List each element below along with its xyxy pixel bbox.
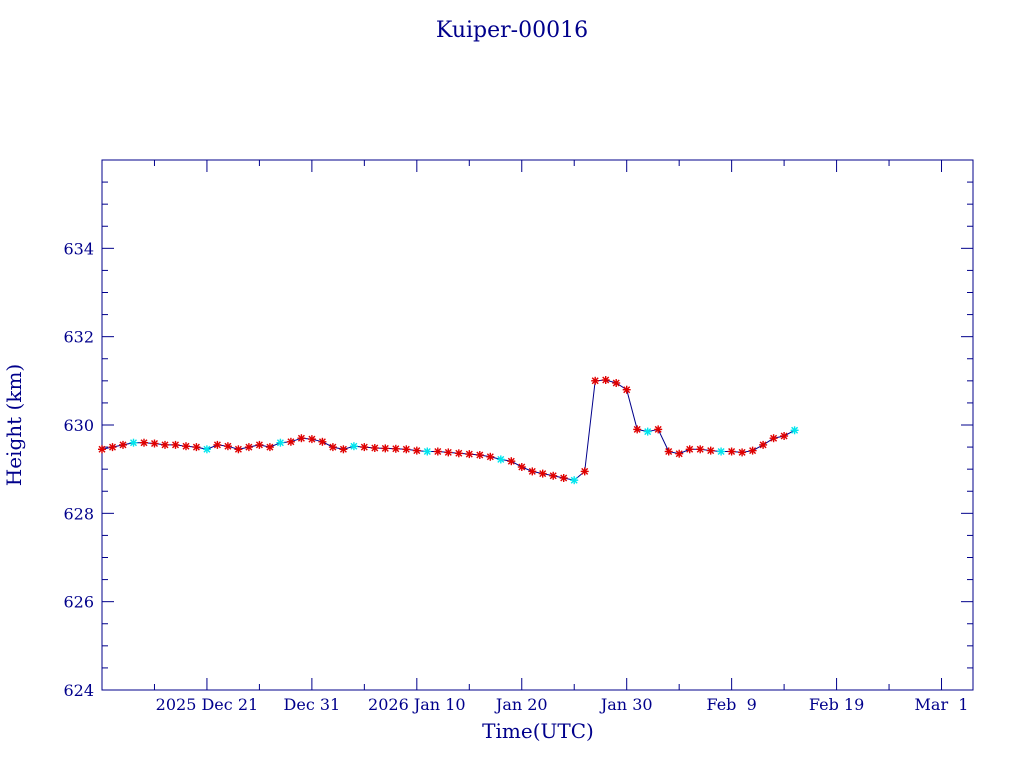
data-point: [706, 446, 715, 455]
data-point: [717, 447, 726, 456]
data-point: [412, 446, 421, 455]
data-point: [318, 437, 327, 446]
plot-frame: [101, 159, 974, 691]
data-point: [307, 435, 316, 444]
data-point: [654, 425, 663, 434]
data-point: [192, 443, 201, 452]
data-point: [664, 447, 673, 456]
data-point: [328, 443, 337, 452]
data-point: [98, 445, 106, 454]
y-tick-label: 626: [63, 593, 94, 612]
x-axis: 2025 Dec 21 Dec 31 2026 Jan 10 Jan 20 Jan 30…: [101, 160, 969, 714]
y-tick-label: 632: [63, 328, 94, 347]
data-point: [286, 437, 295, 446]
y-tick-label: 634: [63, 239, 94, 258]
x-tick-label: 2026 Jan 10: [368, 695, 466, 714]
data-point: [486, 452, 495, 461]
data-point: [213, 440, 222, 449]
data-point: [748, 446, 757, 455]
data-point: [433, 447, 442, 456]
data-point: [759, 440, 768, 449]
data-point: [234, 445, 243, 454]
data-series: [98, 376, 799, 485]
data-point: [454, 449, 463, 458]
data-point: [244, 443, 253, 452]
data-point: [612, 379, 621, 387]
data-point: [570, 476, 579, 485]
data-point: [255, 440, 264, 449]
data-point: [150, 439, 159, 448]
data-point: [381, 444, 390, 453]
x-tick-label: Jan 30: [599, 695, 653, 714]
data-point: [465, 450, 474, 459]
y-tick-label: 630: [63, 416, 94, 435]
data-point: [370, 444, 379, 452]
data-point: [161, 440, 169, 449]
y-tick-label: 624: [63, 681, 94, 700]
data-point: [108, 443, 117, 452]
x-tick-label: Feb 19: [809, 695, 864, 714]
data-point: [538, 469, 547, 478]
data-point: [223, 442, 232, 451]
x-tick-label: Feb 9: [706, 695, 756, 714]
data-point: [580, 467, 589, 476]
data-point: [769, 434, 778, 443]
data-point: [517, 463, 526, 471]
data-point: [622, 385, 631, 394]
data-point: [202, 445, 211, 454]
data-point: [591, 376, 600, 385]
x-tick-label: Mar 1: [915, 695, 969, 714]
data-point: [391, 444, 400, 453]
data-point: [297, 434, 306, 443]
data-point: [601, 376, 610, 384]
data-point: [549, 471, 558, 480]
data-point: [780, 432, 789, 440]
data-point: [339, 445, 348, 454]
data-point: [496, 455, 505, 464]
x-axis-label: Time(UTC): [482, 719, 594, 743]
y-axis-label: Height (km): [2, 364, 26, 486]
data-point: [119, 440, 127, 449]
data-point: [349, 442, 358, 451]
data-point: [129, 438, 138, 447]
data-point: [790, 426, 799, 435]
data-point: [696, 445, 705, 454]
data-point: [444, 448, 453, 457]
x-tick-label: 2025 Dec 21: [156, 695, 259, 714]
data-point: [507, 457, 516, 466]
data-point: [140, 438, 148, 447]
x-tick-label: Jan 20: [494, 695, 548, 714]
data-point: [643, 427, 652, 436]
data-point: [171, 440, 180, 449]
data-point: [402, 445, 411, 454]
data-point: [559, 474, 568, 482]
data-point: [182, 442, 190, 451]
data-point: [685, 445, 694, 454]
data-point: [265, 443, 274, 452]
y-axis: 624 626 628 630 632 634: [63, 159, 973, 700]
data-point: [675, 449, 684, 458]
data-point: [528, 467, 537, 476]
chart-title: Kuiper-00016: [436, 18, 588, 43]
data-point: [633, 425, 642, 434]
data-point: [360, 443, 369, 452]
data-point: [423, 447, 432, 456]
data-point: [276, 438, 285, 447]
data-point: [738, 448, 747, 457]
data-point: [475, 451, 484, 459]
data-point: [727, 447, 736, 456]
series-line: [101, 379, 795, 481]
y-tick-label: 628: [63, 504, 94, 523]
x-tick-label: Dec 31: [284, 695, 341, 714]
